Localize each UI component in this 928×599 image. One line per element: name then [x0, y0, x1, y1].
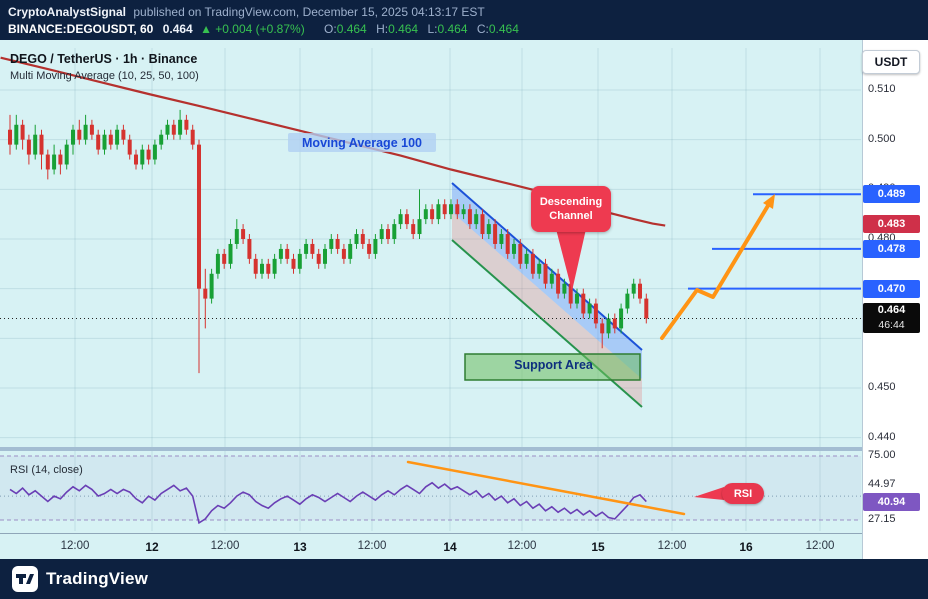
time-label[interactable]: 12:00 — [657, 540, 687, 552]
level-badge-0483: 0.483 — [863, 215, 920, 234]
rsi-value-badge: 40.94 — [863, 493, 920, 511]
footer-bar: TradingView — [0, 559, 928, 599]
rsi-tick: 27.15 — [868, 513, 896, 525]
symbol-name: BINANCE:DEGOUSDT, 60 — [8, 22, 154, 36]
rsi-callout-pointer — [694, 487, 724, 500]
high-label: H: — [376, 22, 389, 36]
bar-countdown: 46:44 — [878, 319, 905, 332]
header-bar: CryptoAnalystSignal published on Trading… — [0, 0, 928, 40]
indicator-legend-mma[interactable]: Multi Moving Average (10, 25, 50, 100) — [10, 70, 199, 82]
projection-arrow-drawing[interactable] — [660, 194, 775, 340]
price-axis[interactable] — [862, 40, 928, 559]
author-name: CryptoAnalystSignal — [8, 5, 127, 19]
price-tick: 0.510 — [868, 83, 896, 95]
close-label: C: — [476, 22, 489, 36]
descending-channel-callout[interactable]: Descending Channel — [531, 186, 611, 232]
publish-byline: CryptoAnalystSignal published on Trading… — [8, 5, 485, 19]
open-label: O: — [324, 22, 337, 36]
support-area-label[interactable]: Support Area — [514, 358, 593, 372]
candlestick-series — [8, 109, 649, 374]
rsi-trendline-drawing[interactable] — [406, 460, 686, 516]
price-tick: 0.500 — [868, 132, 896, 145]
close-value: 0.464 — [488, 22, 519, 36]
symbol-info-line: BINANCE:DEGOUSDT, 60 0.464 ▲ +0.004 (+0.… — [8, 22, 519, 36]
price-tick: 0.450 — [868, 381, 896, 393]
price-tick: 0.440 — [868, 430, 896, 443]
level-badge-0470: 0.470 — [863, 279, 920, 298]
last-price-value: 0.464 — [877, 304, 906, 317]
time-label[interactable]: 14 — [443, 540, 457, 554]
indicator-legend-rsi[interactable]: RSI (14, close) — [10, 464, 83, 476]
tradingview-wordmark: TradingView — [46, 569, 149, 588]
rsi-tick: 75.00 — [868, 449, 896, 461]
channel-callout-pointer — [556, 229, 586, 291]
time-label[interactable]: 12:00 — [60, 540, 90, 552]
symbol-price: 0.464 — [162, 22, 193, 36]
high-value: 0.464 — [388, 22, 419, 36]
ma100-annotation-label[interactable]: Moving Average 100 — [288, 133, 436, 152]
rsi-line — [9, 481, 647, 525]
open-value: 0.464 — [336, 22, 367, 36]
symbol-legend[interactable]: DEGO / TetherUS · 1h · Binance — [10, 52, 198, 66]
byline-text: published on TradingView.com, December 1… — [133, 5, 485, 19]
level-badge-0478: 0.478 — [863, 239, 920, 258]
low-label: L: — [427, 22, 438, 36]
time-label[interactable]: 12:00 — [210, 540, 240, 552]
rsi-tick: 44.97 — [868, 478, 896, 490]
currency-toggle-button[interactable]: USDT — [862, 50, 920, 74]
last-price-badge: 0.464 46:44 — [863, 303, 920, 334]
time-label[interactable]: 12:00 — [805, 540, 835, 552]
time-axis-separator — [0, 533, 862, 534]
symbol-change: ▲ +0.004 (+0.87%) — [200, 22, 305, 36]
ma100-line — [0, 56, 666, 227]
tradingview-logo-icon — [12, 566, 38, 592]
price-level-lines[interactable] — [688, 193, 861, 290]
level-badge-0489: 0.489 — [863, 185, 920, 204]
time-label[interactable]: 12 — [145, 540, 159, 554]
time-label[interactable]: 12:00 — [357, 540, 387, 552]
time-label[interactable]: 16 — [739, 540, 753, 554]
low-value: 0.464 — [437, 22, 468, 36]
support-area-drawing[interactable] — [464, 353, 641, 381]
time-label[interactable]: 15 — [591, 540, 605, 554]
time-label[interactable]: 12:00 — [507, 540, 537, 552]
pane-separator[interactable] — [0, 447, 862, 451]
time-label[interactable]: 13 — [293, 540, 307, 554]
rsi-callout[interactable]: RSI — [722, 483, 764, 504]
